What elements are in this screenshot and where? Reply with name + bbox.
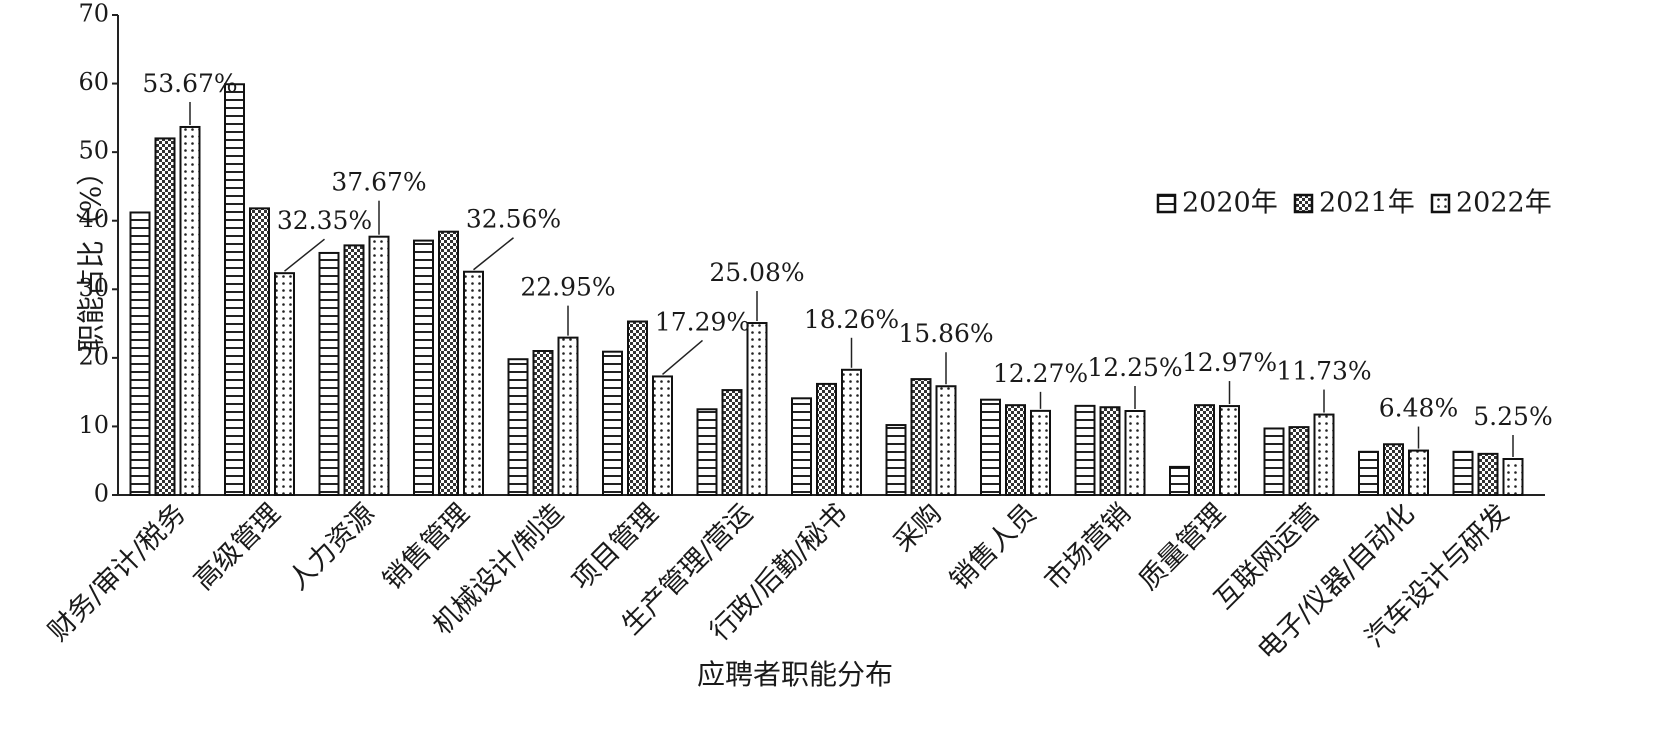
x-category-label-6: 项目管理 [566,498,664,596]
bar-3-15 [1502,458,1524,496]
bar-1-12 [1169,465,1190,496]
bar-3-9 [935,385,957,497]
data-label-leader-2 [284,238,325,272]
bar-3-3 [368,235,390,496]
x-category-label-1: 财务/审计/税务 [43,498,192,647]
x-category-label-2: 高级管理 [188,498,286,596]
data-label-14: 6.48% [1379,394,1458,423]
bar-1-3 [318,251,340,496]
x-category-label-3: 人力资源 [283,498,381,596]
bar-2-2 [249,207,270,496]
bar-2-1 [154,137,176,497]
data-label-12: 12.97% [1182,348,1277,377]
data-label-15: 5.25% [1473,402,1552,431]
legend-swatch-2 [1293,193,1314,214]
bar-3-13 [1313,413,1335,496]
y-tick-label: 70 [78,0,109,28]
legend-label-1: 2020年 [1182,188,1278,219]
bar-1-8 [791,397,812,497]
y-tick-label: 50 [78,137,109,165]
bar-1-15 [1452,450,1474,496]
data-label-leaders [189,101,1514,457]
data-label-3: 37.67% [331,168,426,197]
bar-2-11 [1099,406,1121,497]
category-labels-layer: 财务/审计/税务高级管理人力资源销售管理机械设计/制造项目管理生产管理/营运行政… [43,498,1515,666]
data-label-6: 17.29% [655,307,750,336]
bar-1-13 [1263,427,1285,496]
bar-3-14 [1408,449,1429,496]
bar-2-5 [532,350,554,496]
bar-3-10 [1030,409,1051,496]
bar-1-1 [129,211,151,496]
x-category-label-12: 质量管理 [1133,498,1231,596]
data-label-11: 12.25% [1087,353,1182,382]
bar-2-3 [343,244,365,496]
y-tick-label: 30 [78,274,109,302]
bar-2-10 [1005,404,1026,496]
y-tick-label: 0 [94,480,109,508]
bar-1-7 [696,408,718,496]
bar-2-8 [816,382,837,496]
bar-1-4 [413,239,434,496]
data-label-2: 32.35% [277,206,372,235]
data-label-leader-6 [662,339,703,376]
bar-1-9 [885,424,907,496]
data-label-5: 22.95% [520,273,615,302]
bar-2-6 [627,320,648,496]
x-category-label-14: 电子/仪器/自动化 [1252,498,1420,666]
bar-1-11 [1074,404,1096,497]
bar-1-6 [602,350,623,496]
bar-3-7 [746,322,768,496]
bar-2-12 [1194,404,1215,496]
bar-2-9 [910,378,932,496]
bar-2-4 [438,230,459,497]
bar-1-5 [507,358,529,496]
legend-label-3: 2022年 [1456,188,1552,219]
bar-1-2 [224,83,245,496]
bar-1-14 [1358,450,1379,496]
bar-3-2 [274,272,295,496]
data-labels-layer: 53.67% 32.35% 37.67% 32.56% 22.95% 17.29% 25.0… [142,69,1552,431]
y-tick-label: 40 [78,205,109,233]
x-category-label-10: 销售人员 [944,498,1042,596]
bar-2-7 [721,389,743,497]
data-label-9: 15.86% [898,319,993,348]
bar-3-11 [1124,410,1146,496]
bar-3-8 [841,368,862,496]
data-label-leader-4 [473,237,514,271]
y-tick-label: 60 [78,68,109,96]
bar-2-14 [1383,443,1404,496]
bar-3-5 [557,336,579,496]
data-label-10: 12.27% [993,359,1088,388]
data-label-7: 25.08% [709,258,804,287]
data-label-1: 53.67% [142,69,237,98]
bars-layer [129,83,1524,497]
x-category-label-11: 市场营销 [1039,498,1137,596]
legend: 2020年 2021年 2022年 [1156,188,1552,219]
bar-2-15 [1477,452,1499,497]
data-label-4: 32.56% [466,205,561,234]
bar-1-10 [980,398,1001,496]
legend-swatch-3 [1430,193,1451,214]
legend-label-2: 2021年 [1319,188,1415,219]
y-tick-label: 10 [78,411,109,439]
legend-swatch-1 [1156,193,1177,214]
x-category-label-9: 采购 [888,498,948,558]
data-label-8: 18.26% [804,305,899,334]
bar-3-4 [463,270,484,496]
bar-2-13 [1288,426,1310,496]
x-axis-title: 应聘者职能分布 [697,658,893,691]
y-axis-title: 职能占比（%） [75,158,108,353]
bar-3-1 [179,125,201,496]
x-category-label-4: 销售管理 [377,498,475,596]
bar-3-6 [652,375,673,496]
data-label-13: 11.73% [1276,357,1371,386]
bar-3-12 [1219,405,1240,497]
y-tick-label: 20 [78,342,109,370]
